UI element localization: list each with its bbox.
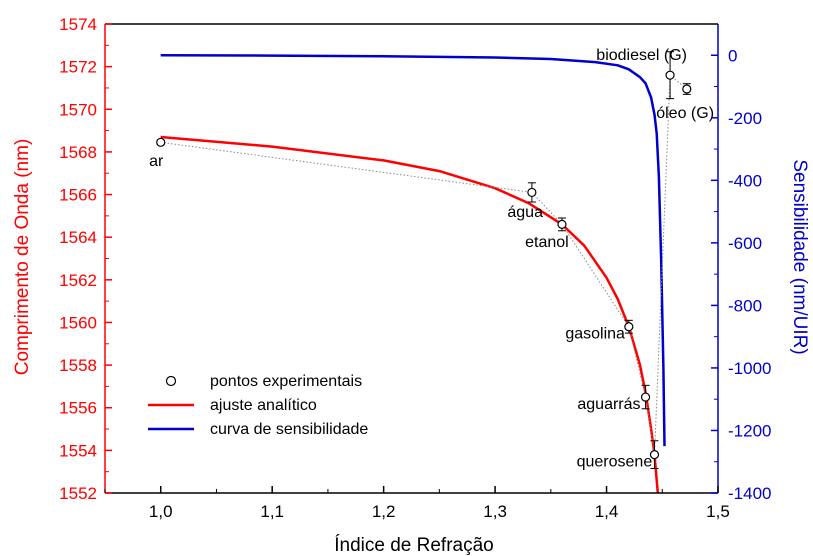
- sensitivity-curve: [160, 54, 666, 447]
- data-point: [527, 187, 537, 198]
- point-label: água: [507, 204, 543, 221]
- y-left-tick-label: 1558: [59, 356, 97, 375]
- y-left-tick-label: 1554: [59, 441, 97, 460]
- y-right-axis-title: Sensibilidade (nm/UIR): [789, 159, 810, 354]
- plot-background: [105, 24, 718, 493]
- legend: pontos experimentais ajuste analítico curv…: [148, 373, 368, 438]
- x-tick-label: 1,0: [149, 502, 173, 521]
- x-tick-label: 1,5: [706, 502, 730, 521]
- y-left-tick-label: 1556: [59, 399, 97, 418]
- plot-area: [105, 24, 718, 493]
- y-left-tick-label: 1572: [59, 58, 97, 77]
- legend-marker-points: [165, 375, 177, 387]
- point-label: aguarrás: [577, 396, 640, 413]
- fit-curve: [160, 135, 660, 494]
- x-axis-title: Índice de Refração: [334, 535, 494, 556]
- y-left-axis-title: Comprimento de Onda (nm): [12, 139, 33, 376]
- y-right-tick-label: -200: [728, 109, 762, 128]
- x-tick-label: 1,1: [260, 502, 284, 521]
- x-tick-label: 1,3: [483, 502, 507, 521]
- curves-layer: [160, 54, 666, 494]
- legend-label: curva de sensibilidade: [210, 421, 368, 438]
- y-right-tick-label: -400: [728, 171, 762, 190]
- data-point: [665, 70, 675, 80]
- point-label: querosene: [577, 453, 653, 470]
- y-right-tick-label: -600: [728, 234, 762, 253]
- point-label: óleo (G): [656, 105, 714, 122]
- legend-label: ajuste analítico: [210, 397, 317, 414]
- data-point: [640, 392, 651, 402]
- x-tick-label: 1,2: [372, 502, 396, 521]
- y-left-tick-label: 1564: [59, 228, 97, 247]
- data-point: [682, 84, 692, 94]
- y-right-tick-label: -800: [728, 296, 762, 315]
- point-label: ar: [149, 153, 164, 170]
- y-right-tick-label: -1400: [728, 484, 771, 503]
- data-point: [557, 219, 567, 229]
- data-point: [624, 322, 634, 332]
- point-label: biodiesel (G): [596, 47, 687, 64]
- point-label: etanol: [525, 234, 569, 251]
- x-tick-label: 1,4: [595, 502, 619, 521]
- y-left-tick-label: 1562: [59, 271, 97, 290]
- points-connector: [160, 74, 688, 455]
- y-left-tick-label: 1566: [59, 186, 97, 205]
- points-layer: [156, 51, 692, 469]
- y-left-tick-label: 1570: [59, 100, 97, 119]
- annotations-layer: biodiesel (G) óleo (G) ar água etanol gasolin…: [149, 47, 714, 470]
- y-left-tick-label: 1552: [59, 484, 97, 503]
- legend-label: pontos experimentais: [210, 373, 362, 390]
- y-left-tick-label: 1568: [59, 143, 97, 162]
- y-right-tick-label: -1000: [728, 359, 771, 378]
- y-left-tick-label: 1560: [59, 313, 97, 332]
- y-right-tick-label: 0: [728, 46, 737, 65]
- y-left-tick-label: 1574: [59, 15, 97, 34]
- point-label: gasolina: [565, 325, 625, 342]
- axes-layer: 1552 1554 1556 1558 1560 1562 1564 1566 1568 1570…: [59, 15, 771, 521]
- data-point: [156, 137, 166, 147]
- connector-layer: [160, 74, 688, 455]
- data-point: [649, 450, 660, 460]
- y-right-tick-label: -1200: [728, 421, 771, 440]
